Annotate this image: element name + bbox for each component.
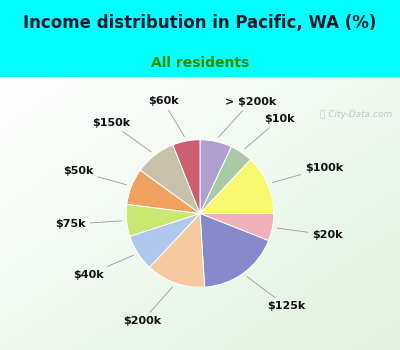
Text: $10k: $10k [245, 114, 295, 149]
Text: Ⓜ City-Data.com: Ⓜ City-Data.com [320, 110, 392, 119]
Text: $20k: $20k [278, 228, 343, 240]
Text: All residents: All residents [151, 56, 249, 70]
Text: $125k: $125k [247, 276, 306, 311]
Text: $50k: $50k [63, 166, 127, 185]
Text: $60k: $60k [148, 96, 184, 136]
Text: $40k: $40k [73, 255, 133, 280]
Text: $200k: $200k [123, 287, 172, 326]
Wedge shape [173, 140, 200, 214]
Wedge shape [200, 214, 269, 287]
Wedge shape [150, 214, 205, 287]
Wedge shape [130, 214, 200, 267]
Text: > $200k: > $200k [218, 97, 276, 137]
Wedge shape [127, 170, 200, 214]
Text: $150k: $150k [92, 118, 151, 152]
Wedge shape [200, 147, 250, 214]
Text: Income distribution in Pacific, WA (%): Income distribution in Pacific, WA (%) [23, 14, 377, 32]
Text: $75k: $75k [56, 219, 122, 229]
Wedge shape [200, 214, 274, 241]
Wedge shape [200, 140, 232, 214]
Wedge shape [200, 160, 274, 214]
Wedge shape [140, 145, 200, 214]
Wedge shape [126, 204, 200, 236]
Text: $100k: $100k [272, 163, 343, 183]
